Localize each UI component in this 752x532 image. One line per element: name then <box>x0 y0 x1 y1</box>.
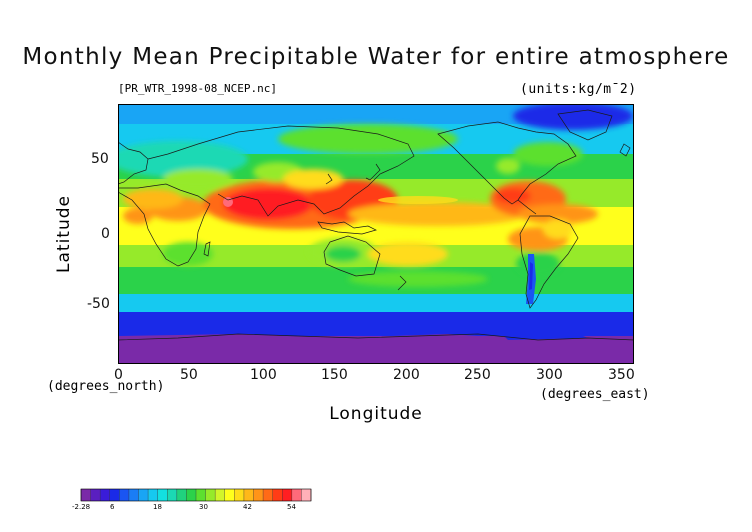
europe-band <box>118 141 248 177</box>
colorbar-label: 30 <box>199 503 208 511</box>
colorbar-label: 54 <box>287 503 296 511</box>
southern-africa <box>163 242 213 266</box>
x-unit-label: (degrees_north) <box>47 379 165 394</box>
colorbar-swatch <box>157 489 168 501</box>
y-tick-0: 0 <box>101 226 110 242</box>
colorbar-label: -2.28 <box>72 503 91 511</box>
sahara-edge <box>123 189 183 209</box>
colorbar-swatch <box>263 489 273 501</box>
y-tick-50: 50 <box>91 151 109 167</box>
colorbar-swatch <box>128 489 139 501</box>
sahara-dry <box>163 169 233 189</box>
map-frame <box>118 104 634 364</box>
x-tick-250: 250 <box>464 367 491 383</box>
coastlines <box>118 109 634 341</box>
colorbar-swatch <box>224 489 235 501</box>
y-axis-label: Latitude <box>54 195 74 273</box>
precipitable-water-map <box>118 104 634 364</box>
x-tick-200: 200 <box>393 367 420 383</box>
colorbar-swatch <box>215 489 226 501</box>
colorbar-swatch <box>234 489 245 501</box>
colorbar-swatch <box>138 489 149 501</box>
x-tick-50: 50 <box>180 367 198 383</box>
colorbar-swatch <box>301 489 312 501</box>
colorbar-swatch <box>282 489 293 501</box>
x-tick-150: 150 <box>321 367 348 383</box>
x-tick-350: 350 <box>608 367 635 383</box>
x-axis-label: Longitude <box>329 404 423 424</box>
colorbar-swatch <box>205 489 216 501</box>
colorbar-label: 42 <box>243 503 252 511</box>
colorbar-swatch <box>81 489 91 501</box>
colorbar-swatch <box>100 489 111 501</box>
colorbar-swatch <box>243 489 254 501</box>
colorbar-frame <box>80 488 312 502</box>
x-tick-0: 0 <box>114 367 123 383</box>
colorbar-swatch <box>272 489 283 501</box>
x-tick-300: 300 <box>536 367 563 383</box>
colorbar-swatch <box>186 489 197 501</box>
colorbar-swatch <box>291 489 302 501</box>
chart-title: Monthly Mean Precipitable Water for enti… <box>22 44 730 70</box>
colorbar-swatch <box>176 489 187 501</box>
colorbar-swatch <box>90 489 101 501</box>
colorbar <box>80 488 312 502</box>
y-tick-minus-50: -50 <box>87 296 110 312</box>
colorbar-swatch <box>109 489 120 501</box>
itcz-pacific <box>348 202 528 226</box>
x-tick-100: 100 <box>250 367 277 383</box>
file-label: [PR_WTR_1998-08_NCEP.nc] <box>118 82 277 95</box>
colorbar-label: 6 <box>110 503 115 511</box>
colorbar-swatch <box>167 489 178 501</box>
colorbar-swatch <box>119 489 130 501</box>
pink-hotspot <box>223 197 233 207</box>
colorbar-swatch <box>253 489 264 501</box>
atlantic-itcz <box>518 204 598 224</box>
colorbar-label: 18 <box>153 503 162 511</box>
x-unit-label-2: (degrees_east) <box>540 387 650 402</box>
band-southern-ocean <box>118 294 634 312</box>
india-monsoon-core <box>223 188 313 220</box>
colorbar-swatch <box>148 489 158 501</box>
units-label: (units:kg/m¯2) <box>520 82 637 97</box>
colorbar-swatch <box>196 489 206 501</box>
band-arctic <box>118 104 634 124</box>
north-america <box>513 142 583 166</box>
siberia-band <box>278 124 458 154</box>
greenland-low <box>513 104 633 130</box>
